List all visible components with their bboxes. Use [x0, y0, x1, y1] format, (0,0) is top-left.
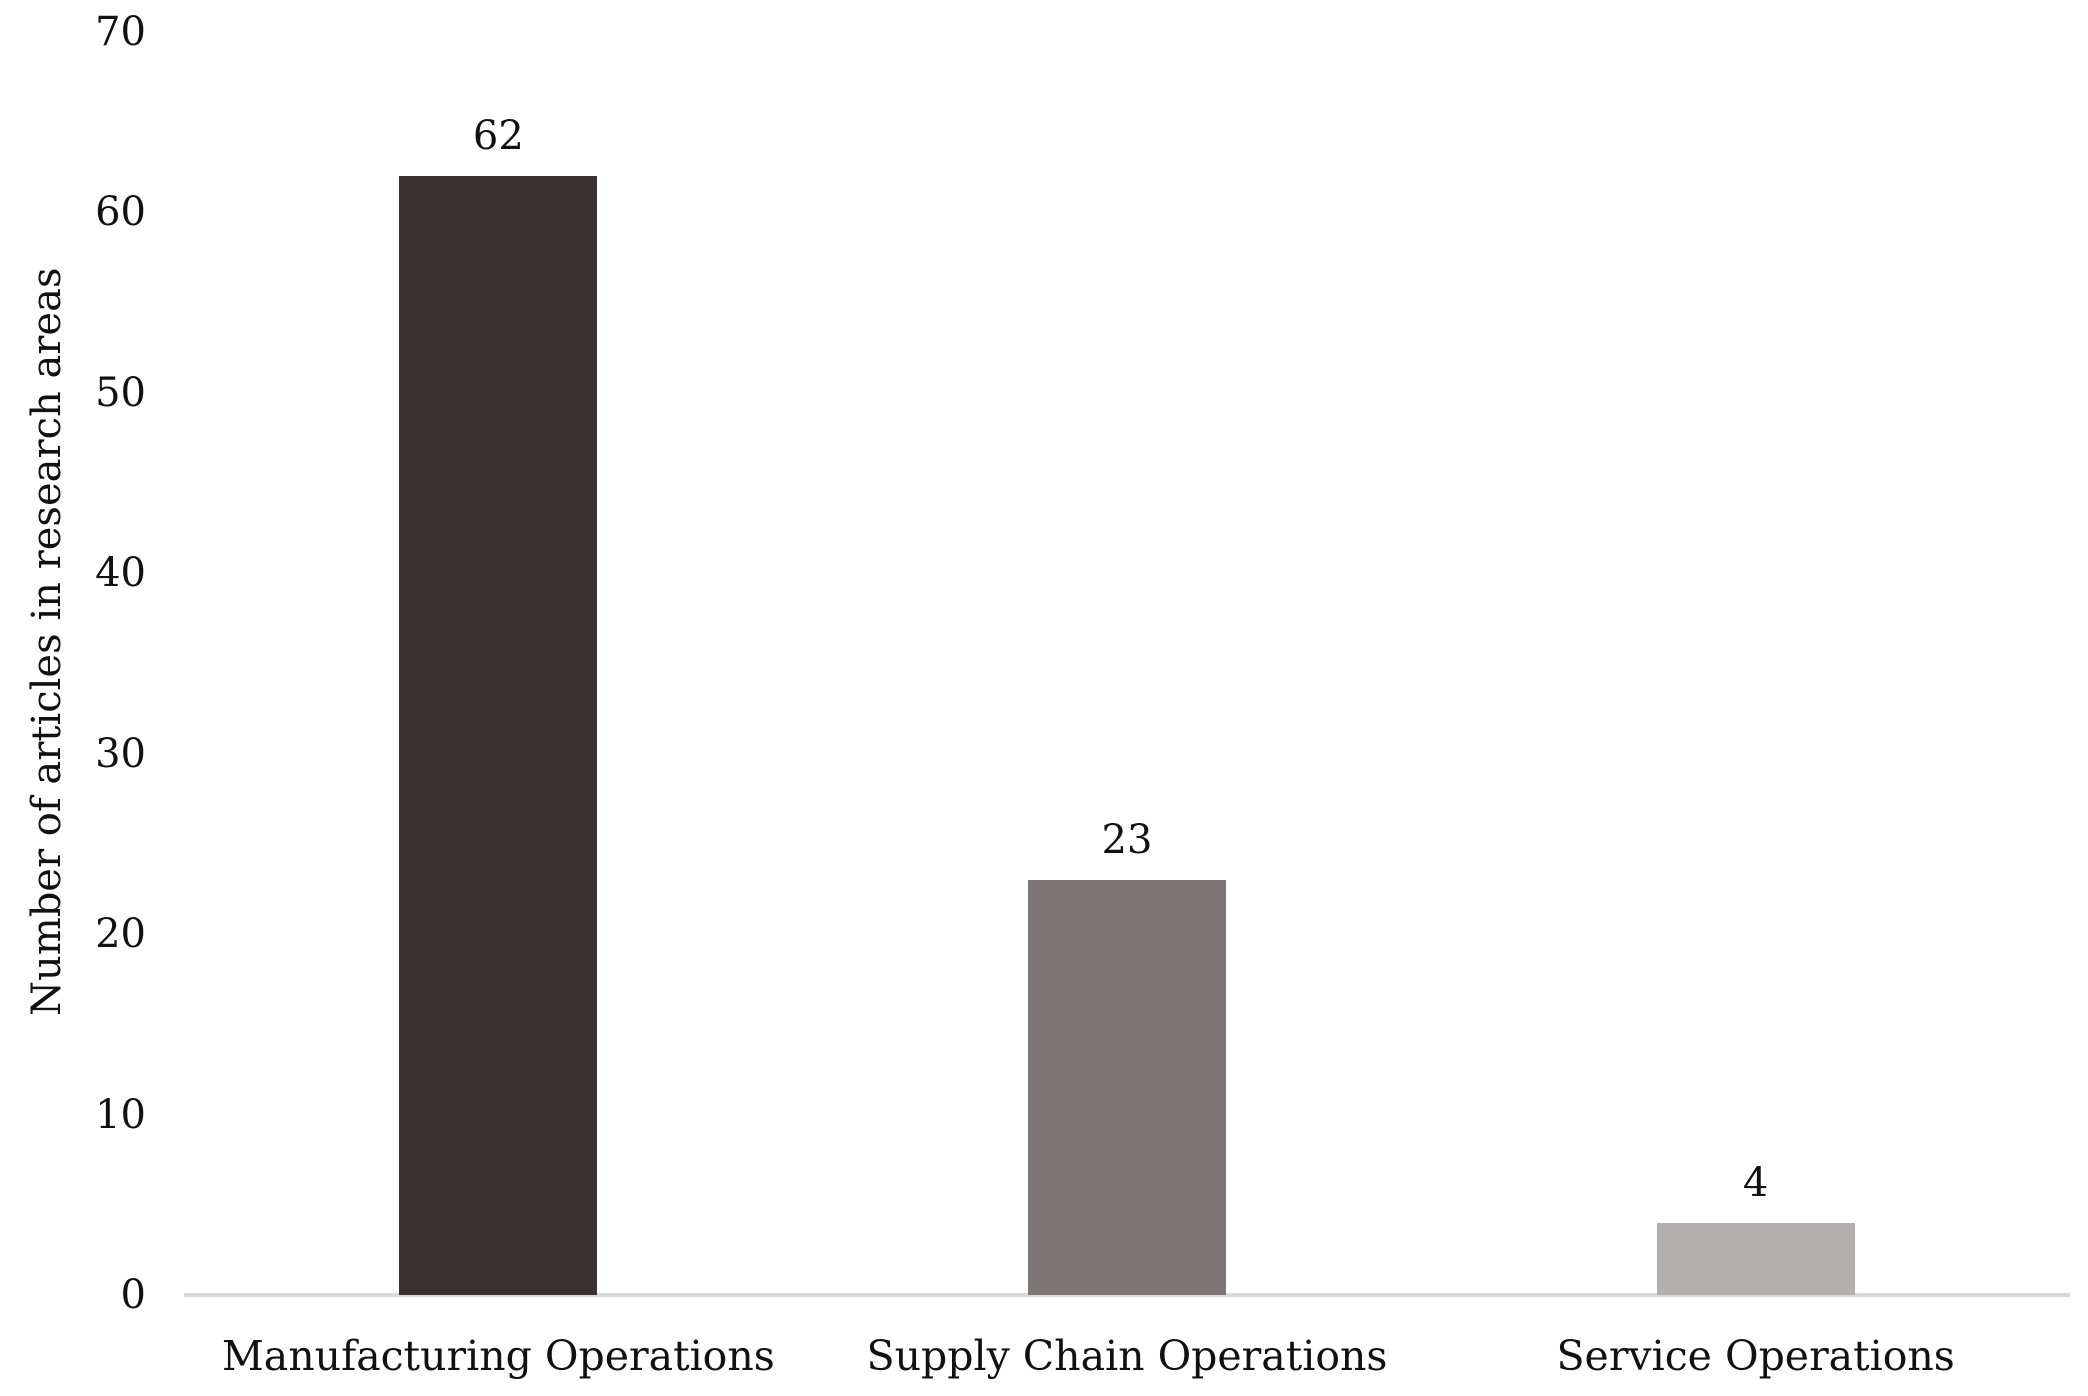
bar-manufacturing-operations	[399, 176, 598, 1295]
y-tick-label: 60	[95, 189, 146, 236]
y-tick-label: 30	[95, 730, 146, 777]
y-tick-label: 20	[95, 911, 146, 958]
data-label-service-operations: 4	[1742, 1159, 1769, 1206]
y-tick-label: 50	[95, 369, 146, 416]
data-label-manufacturing-operations: 62	[472, 113, 524, 160]
y-tick-label: 10	[95, 1091, 146, 1138]
category-label-supply-chain-operations: Supply Chain Operations	[866, 1332, 1388, 1380]
y-axis-title: Number of articles in research areas	[24, 267, 70, 1016]
bar-service-operations	[1656, 1222, 1855, 1295]
data-label-supply-chain-operations: 23	[1101, 817, 1153, 863]
category-label-service-operations: Service Operations	[1556, 1332, 1955, 1380]
y-tick-label: 40	[95, 550, 146, 597]
y-tick-label: 70	[95, 9, 146, 55]
y-tick-label: 0	[120, 1272, 146, 1318]
category-label-manufacturing-operations: Manufacturing Operations	[221, 1332, 775, 1380]
bar-supply-chain-operations	[1028, 880, 1226, 1295]
x-axis-line	[184, 1293, 2070, 1297]
